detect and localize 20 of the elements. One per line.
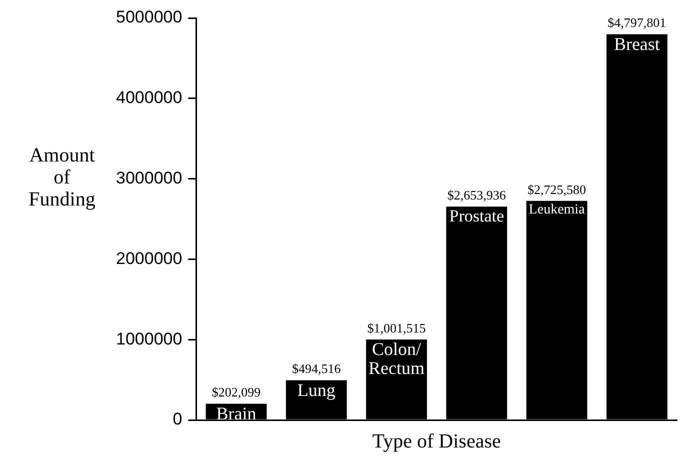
x-tick-label: Prostate: [449, 206, 504, 226]
y-tick-label: 3000000: [116, 168, 182, 188]
data-label: $4,797,801: [608, 15, 666, 30]
data-label: $2,653,936: [447, 188, 506, 203]
y-tick-label: 2000000: [116, 248, 182, 268]
x-tick-label: Lung: [297, 380, 336, 400]
data-label: $494,516: [292, 361, 342, 376]
x-axis-title: Type of Disease: [372, 430, 501, 452]
x-tick-label: Leukemia: [528, 202, 586, 218]
x-tick-label: Colon/ Rectum: [368, 339, 425, 378]
data-label: $1,001,515: [367, 320, 426, 336]
x-tick-label: Breast: [614, 34, 660, 54]
y-tick-label: 1000000: [116, 329, 182, 348]
y-tick-label: 4000000: [116, 88, 182, 108]
data-label: $2,725,580: [528, 182, 586, 197]
y-tick-label: 0: [172, 410, 182, 429]
x-tick-label: Brain: [216, 403, 256, 424]
data-label: $202,099: [212, 384, 261, 400]
y-axis-title: Amount of Funding: [28, 144, 96, 210]
y-tick-label: 5000000: [116, 8, 182, 27]
